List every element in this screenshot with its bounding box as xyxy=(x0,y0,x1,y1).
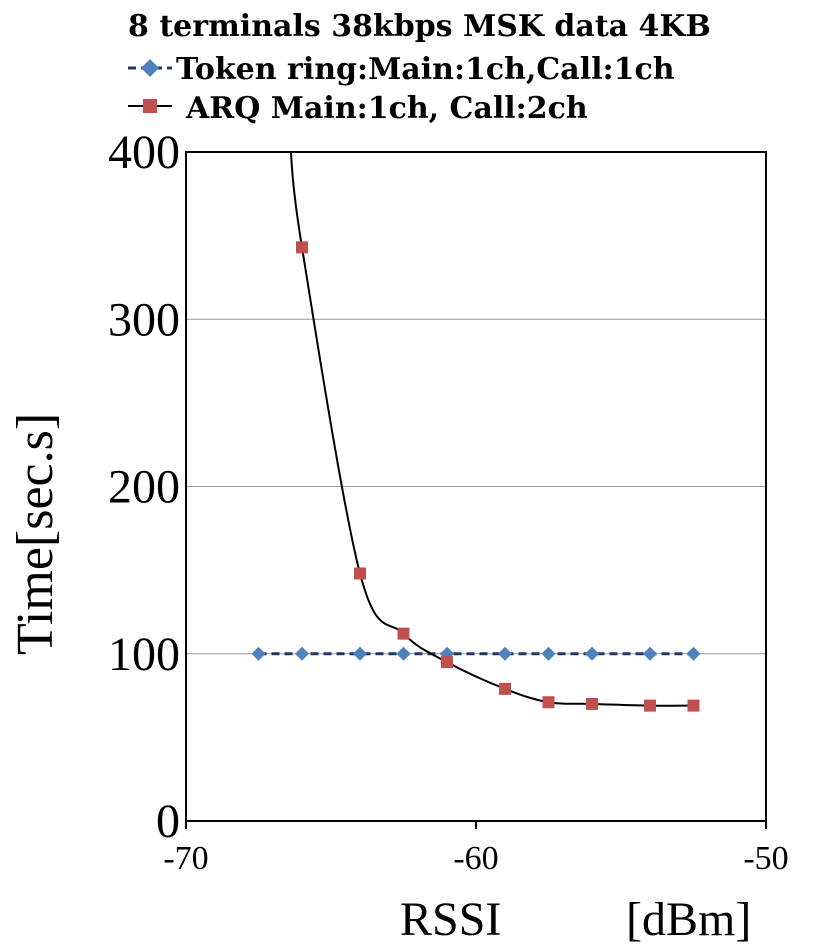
y-tick-label: 100 xyxy=(108,628,180,681)
data-point-arq xyxy=(354,567,366,580)
data-point-arq xyxy=(397,627,410,640)
data-point-token-ring xyxy=(498,646,512,661)
y-axis-label: Time[sec.s] xyxy=(7,413,64,655)
legend-marker-square xyxy=(143,99,157,113)
legend: Token ring:Main:1ch,Call:1ch ARQ Main:1c… xyxy=(128,52,675,126)
x-axis-label: RSSI xyxy=(400,893,501,945)
data-point-arq xyxy=(586,697,598,710)
data-point-arq xyxy=(644,699,656,712)
legend-entry-token-ring: Token ring:Main:1ch,Call:1ch xyxy=(128,52,675,87)
data-point-token-ring xyxy=(295,646,309,661)
data-point-token-ring xyxy=(396,646,411,661)
x-tick-label: -60 xyxy=(453,840,498,877)
data-point-arq xyxy=(687,699,700,712)
x-axis-unit: [dBm] xyxy=(626,893,751,945)
series-layer xyxy=(251,152,701,712)
series-line-arq xyxy=(289,152,694,707)
data-point-arq xyxy=(542,696,555,709)
y-tick-label: 400 xyxy=(108,126,180,179)
data-point-token-ring xyxy=(541,646,556,661)
legend-marker-diamond xyxy=(141,59,159,77)
data-point-token-ring xyxy=(686,646,701,661)
legend-entry-arq: ARQ Main:1ch, Call:2ch xyxy=(128,91,588,126)
y-tick-label: 200 xyxy=(108,461,180,514)
y-tick-label: 0 xyxy=(156,795,180,848)
data-point-arq xyxy=(441,656,453,669)
data-point-token-ring xyxy=(643,646,657,661)
gridlines xyxy=(186,318,766,655)
chart-title: 8 terminals 38kbps MSK data 4KB xyxy=(128,9,711,44)
y-axis-ticks: 0 100 200 300 400 xyxy=(108,126,180,848)
data-point-arq xyxy=(296,241,308,254)
legend-label-token-ring: Token ring:Main:1ch,Call:1ch xyxy=(176,52,675,87)
legend-label-arq: ARQ Main:1ch, Call:2ch xyxy=(185,91,588,126)
data-point-token-ring xyxy=(353,646,367,661)
x-axis-ticks: -70 -60 -50 xyxy=(163,821,789,877)
data-point-token-ring xyxy=(585,646,599,661)
x-tick-label: -70 xyxy=(163,840,208,877)
x-tick-label: -50 xyxy=(743,840,788,877)
y-tick-label: 300 xyxy=(108,293,180,346)
data-point-token-ring xyxy=(251,646,266,661)
data-point-arq xyxy=(499,682,511,695)
